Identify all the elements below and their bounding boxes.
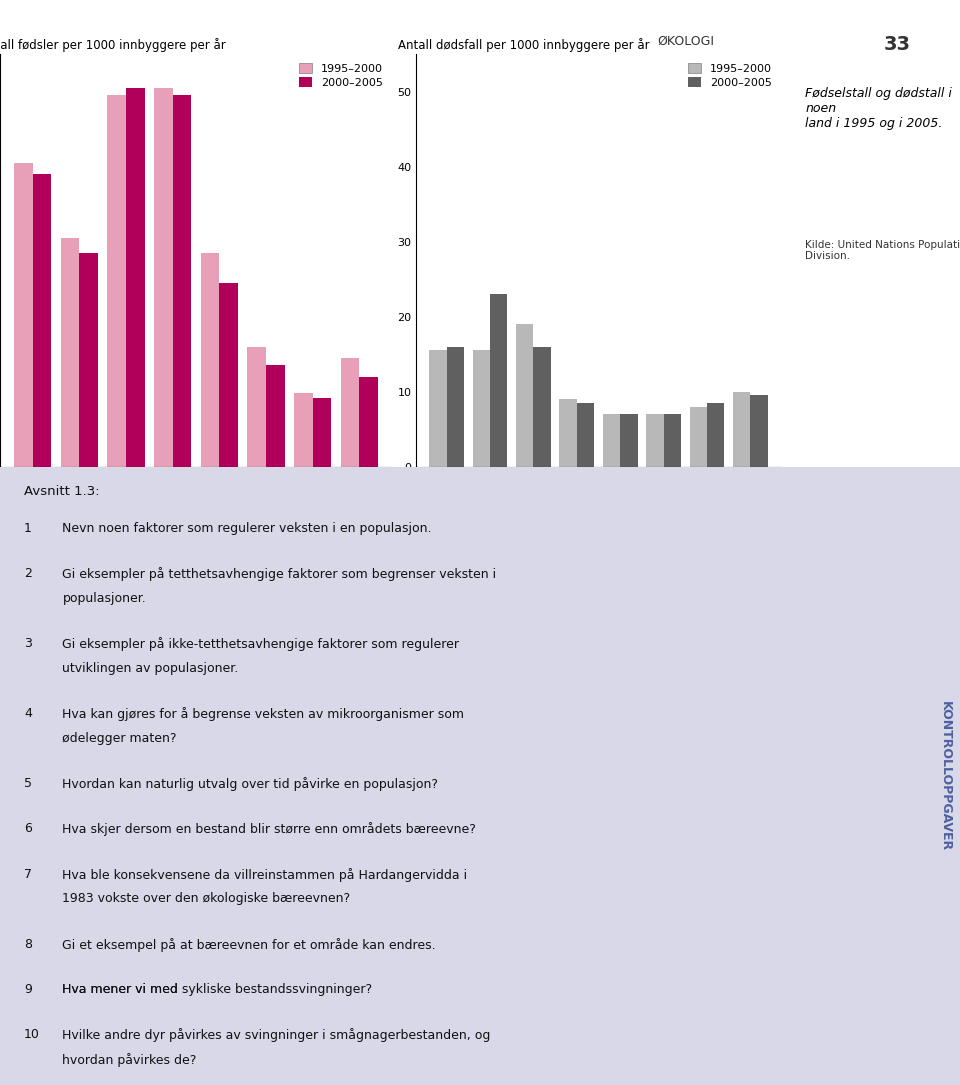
Bar — [266, 366, 284, 467]
Text: 3: 3 — [24, 637, 32, 650]
Text: populasjoner.: populasjoner. — [62, 592, 146, 605]
Bar — [620, 414, 637, 467]
Bar — [201, 253, 219, 467]
Text: 9: 9 — [24, 983, 32, 996]
Bar — [108, 95, 126, 467]
Bar — [707, 403, 725, 467]
Bar — [446, 346, 464, 467]
Text: 10: 10 — [24, 1027, 40, 1041]
Text: Antall fødsler per 1000 innbyggere per år: Antall fødsler per 1000 innbyggere per å… — [0, 38, 227, 52]
Text: 8: 8 — [24, 937, 32, 950]
Bar — [429, 350, 446, 467]
Bar — [534, 346, 551, 467]
Bar — [663, 414, 681, 467]
Bar — [14, 163, 33, 467]
Text: 6: 6 — [24, 822, 32, 835]
Text: Gi eksempler på ikke-tetthetsavhengige faktorer som regulerer: Gi eksempler på ikke-tetthetsavhengige f… — [62, 637, 460, 651]
FancyBboxPatch shape — [0, 467, 960, 1085]
Bar — [341, 358, 359, 467]
Bar — [646, 414, 663, 467]
Bar — [490, 294, 507, 467]
Bar — [126, 88, 145, 467]
Text: 5: 5 — [24, 777, 32, 790]
FancyBboxPatch shape — [917, 467, 960, 1085]
Bar — [219, 283, 238, 467]
Bar — [516, 324, 534, 467]
Text: Hva mener vi med: Hva mener vi med — [62, 983, 182, 996]
Bar — [577, 403, 594, 467]
Text: Fødselstall og dødstall i noen
land i 1995 og i 2005.: Fødselstall og dødstall i noen land i 19… — [805, 87, 952, 130]
Bar — [313, 397, 331, 467]
Bar — [603, 414, 620, 467]
Bar — [560, 399, 577, 467]
Bar — [689, 407, 707, 467]
Legend: 1995–2000, 2000–2005: 1995–2000, 2000–2005 — [296, 60, 386, 91]
Text: ØKOLOGI: ØKOLOGI — [658, 35, 714, 48]
Text: 2: 2 — [24, 567, 32, 580]
Text: Hva mener vi med sykliske bestandssvingninger?: Hva mener vi med sykliske bestandssvingn… — [62, 983, 372, 996]
Bar — [294, 393, 313, 467]
Bar — [33, 175, 51, 467]
Bar — [751, 395, 768, 467]
Text: 4: 4 — [24, 707, 32, 720]
Text: Hvordan kan naturlig utvalg over tid påvirke en populasjon?: Hvordan kan naturlig utvalg over tid påv… — [62, 777, 439, 791]
Legend: 1995–2000, 2000–2005: 1995–2000, 2000–2005 — [684, 60, 776, 91]
Bar — [154, 88, 173, 467]
Text: utviklingen av populasjoner.: utviklingen av populasjoner. — [62, 662, 239, 675]
Text: Hva kan gjøres for å begrense veksten av mikroorganismer som: Hva kan gjøres for å begrense veksten av… — [62, 707, 465, 722]
Bar — [80, 253, 98, 467]
Bar — [248, 346, 266, 467]
Text: Hvilke andre dyr påvirkes av svingninger i smågnagerbestanden, og: Hvilke andre dyr påvirkes av svingninger… — [62, 1027, 491, 1042]
Text: Hva ble konsekvensene da villreinstammen på Hardangervidda i: Hva ble konsekvensene da villreinstammen… — [62, 868, 468, 881]
Text: Hva skjer dersom en bestand blir større enn områdets bæreevne?: Hva skjer dersom en bestand blir større … — [62, 822, 476, 837]
Text: Kilde: United Nations Population
Division.: Kilde: United Nations Population Divisio… — [805, 240, 960, 261]
Bar — [359, 376, 378, 467]
Text: Antall dødsfall per 1000 innbyggere per år: Antall dødsfall per 1000 innbyggere per … — [398, 38, 650, 52]
Text: 7: 7 — [24, 868, 32, 881]
Text: Avsnitt 1.3:: Avsnitt 1.3: — [24, 485, 100, 498]
Text: 1983 vokste over den økologiske bæreevnen?: 1983 vokste over den økologiske bæreevne… — [62, 893, 350, 905]
Text: Gi eksempler på tetthetsavhengige faktorer som begrenser veksten i: Gi eksempler på tetthetsavhengige faktor… — [62, 567, 496, 582]
Bar — [173, 95, 191, 467]
Text: KONTROLLOPPGAVER: KONTROLLOPPGAVER — [939, 701, 952, 851]
Bar — [60, 238, 80, 467]
Text: 1: 1 — [24, 522, 32, 535]
Text: hvordan påvirkes de?: hvordan påvirkes de? — [62, 1052, 197, 1067]
Text: 33: 33 — [883, 35, 910, 54]
Bar — [733, 392, 751, 467]
Text: Gi et eksempel på at bæreevnen for et område kan endres.: Gi et eksempel på at bæreevnen for et om… — [62, 937, 436, 952]
Text: ødelegger maten?: ødelegger maten? — [62, 732, 177, 745]
Text: Nevn noen faktorer som regulerer veksten i en populasjon.: Nevn noen faktorer som regulerer veksten… — [62, 522, 432, 535]
Bar — [472, 350, 490, 467]
